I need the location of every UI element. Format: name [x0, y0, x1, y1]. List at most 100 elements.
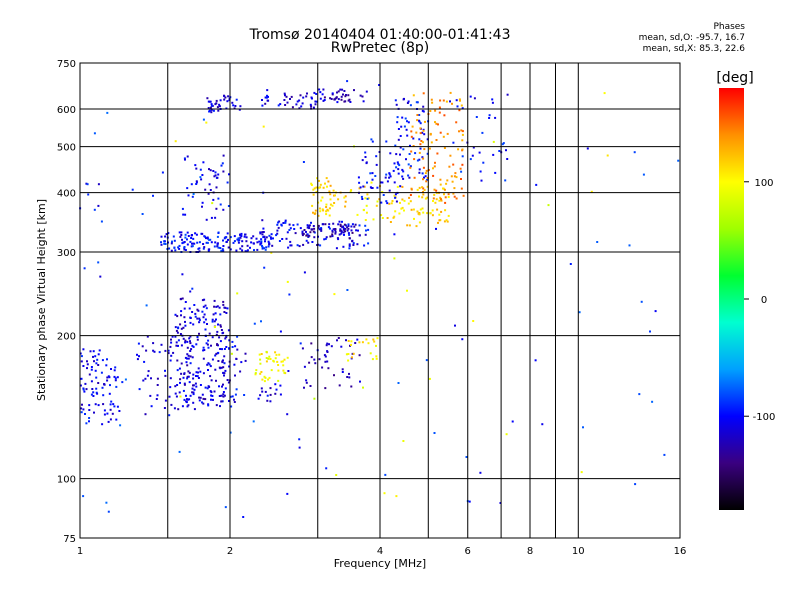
- data-point: [279, 330, 282, 333]
- data-point: [212, 313, 215, 316]
- data-point: [197, 309, 200, 312]
- data-point: [145, 304, 148, 307]
- data-point: [233, 401, 236, 403]
- data-point: [121, 381, 124, 384]
- data-point: [170, 354, 173, 357]
- data-point: [333, 293, 336, 296]
- data-point: [192, 373, 195, 376]
- data-point: [469, 158, 472, 161]
- data-point: [213, 175, 216, 178]
- data-point: [265, 360, 268, 363]
- data-point: [182, 213, 185, 216]
- data-point: [198, 317, 201, 320]
- data-point: [305, 381, 308, 384]
- data-point: [407, 121, 410, 124]
- axes: 1 2 4 6 8 10 16 75 100 200 300 400 500 600 750: [57, 59, 686, 557]
- data-point: [302, 243, 305, 246]
- data-point: [313, 397, 316, 400]
- data-point: [326, 208, 329, 211]
- data-point: [222, 366, 225, 369]
- data-point: [651, 400, 654, 403]
- data-point: [174, 385, 177, 388]
- data-point: [183, 157, 186, 160]
- data-point: [203, 349, 206, 351]
- data-point: [452, 141, 455, 144]
- data-point: [260, 320, 262, 323]
- data-point: [267, 378, 270, 381]
- data-point: [340, 345, 343, 348]
- data-point: [472, 320, 475, 322]
- data-point: [505, 149, 507, 152]
- data-point: [325, 236, 328, 239]
- data-point: [357, 176, 360, 179]
- data-point: [168, 414, 171, 417]
- data-point: [186, 364, 189, 367]
- data-point: [184, 320, 186, 323]
- data-point: [198, 241, 201, 244]
- data-point: [313, 212, 316, 215]
- data-point: [270, 233, 273, 236]
- data-point: [163, 407, 166, 409]
- data-point: [461, 107, 464, 110]
- data-point: [457, 148, 460, 151]
- data-point: [312, 106, 315, 109]
- data-point: [195, 343, 198, 346]
- data-point: [323, 96, 326, 99]
- data-point: [131, 188, 134, 191]
- data-point: [146, 335, 149, 338]
- data-point: [432, 174, 435, 177]
- data-point: [302, 96, 305, 99]
- data-point: [201, 232, 204, 235]
- data-point: [332, 189, 335, 192]
- data-point: [222, 383, 224, 386]
- data-point: [362, 386, 364, 389]
- data-point: [179, 381, 181, 384]
- data-point: [348, 376, 351, 379]
- data-point: [116, 376, 119, 379]
- data-point: [179, 235, 182, 238]
- data-point: [426, 152, 429, 155]
- data-point: [204, 386, 207, 389]
- data-point: [189, 355, 192, 358]
- data-point: [400, 207, 403, 210]
- data-point: [323, 99, 326, 101]
- data-point: [472, 146, 475, 149]
- data-point: [226, 232, 229, 235]
- data-point: [101, 423, 104, 426]
- data-point: [282, 369, 285, 372]
- data-point: [198, 247, 201, 250]
- data-point: [312, 211, 314, 214]
- data-point: [202, 349, 205, 352]
- data-point: [426, 212, 429, 215]
- data-point: [347, 232, 350, 235]
- data-point: [246, 244, 249, 247]
- data-point: [183, 382, 186, 385]
- data-point: [458, 109, 461, 112]
- data-point: [192, 242, 195, 245]
- data-point: [267, 357, 270, 360]
- data-point: [285, 95, 288, 98]
- data-point: [227, 329, 230, 332]
- data-point: [222, 331, 225, 334]
- data-point: [412, 94, 415, 97]
- x-tick-label: 2: [227, 546, 233, 557]
- data-point: [290, 244, 293, 247]
- data-point: [174, 313, 177, 316]
- data-point: [336, 339, 338, 342]
- data-point: [337, 223, 340, 226]
- data-point: [256, 241, 259, 244]
- data-point: [263, 375, 266, 378]
- data-point: [331, 229, 334, 232]
- data-point: [176, 315, 179, 318]
- data-point: [590, 190, 593, 193]
- data-point: [241, 240, 244, 243]
- data-point: [165, 233, 168, 236]
- data-point: [340, 230, 343, 233]
- data-point: [455, 176, 458, 179]
- data-point: [195, 180, 198, 183]
- data-point: [312, 188, 315, 191]
- data-point: [217, 173, 220, 176]
- data-point: [196, 241, 199, 244]
- data-point: [85, 422, 88, 425]
